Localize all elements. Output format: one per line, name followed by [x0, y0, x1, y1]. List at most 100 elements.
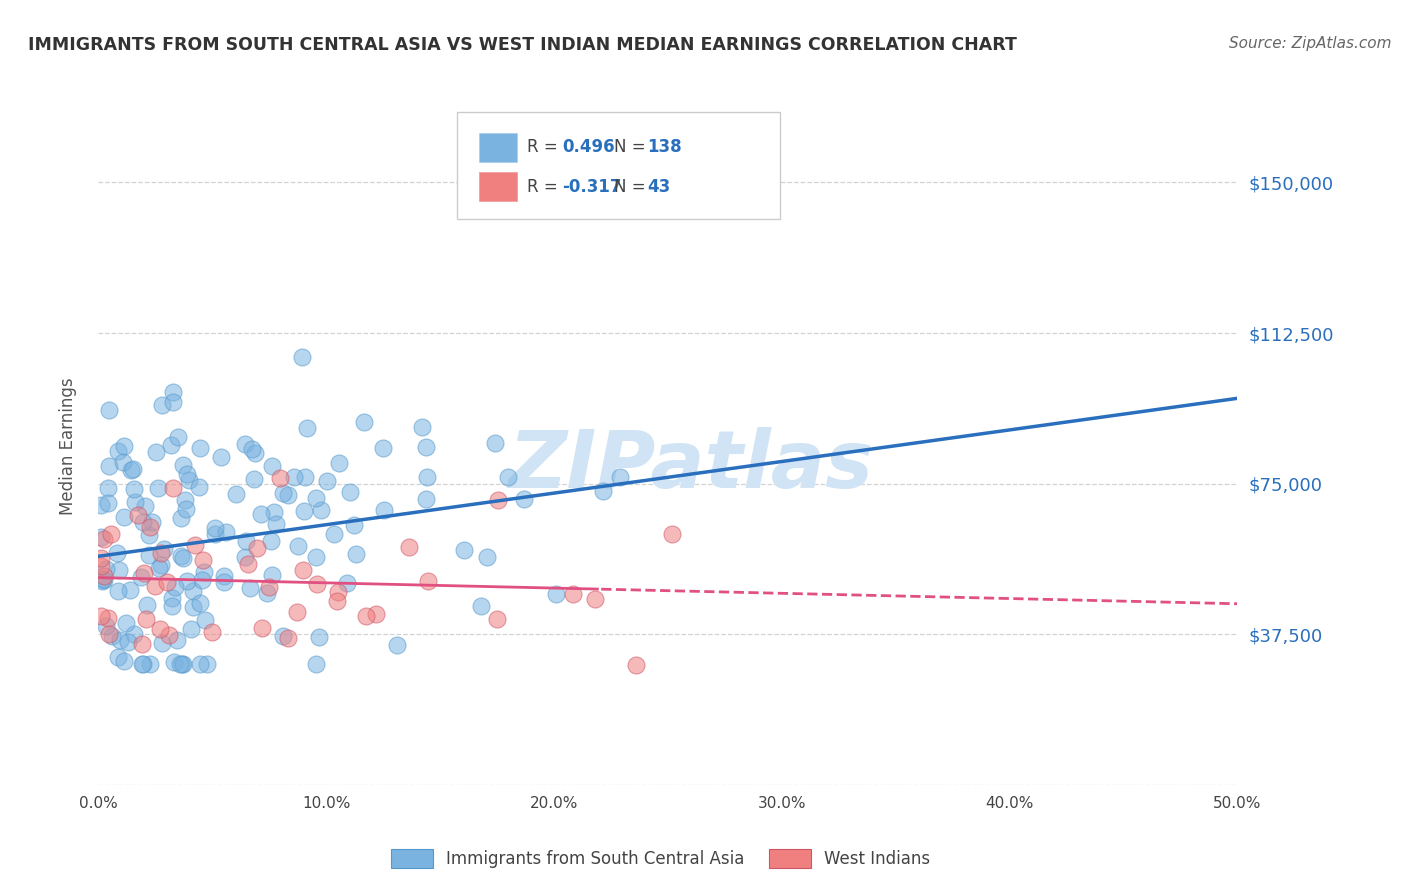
Point — [373, 503, 395, 517]
Point — [215, 525, 238, 540]
Point — [184, 538, 207, 552]
Point — [145, 445, 167, 459]
Point — [328, 456, 350, 470]
Point — [562, 587, 585, 601]
Point — [583, 592, 606, 607]
Point — [117, 635, 139, 649]
Point — [238, 581, 260, 595]
Point — [150, 398, 173, 412]
Point — [120, 463, 142, 477]
Point — [418, 574, 440, 589]
Point — [233, 436, 256, 450]
Point — [339, 485, 361, 500]
Point — [90, 608, 112, 623]
Point — [309, 503, 332, 517]
Point — [188, 657, 211, 672]
Point — [114, 615, 136, 630]
Point — [131, 657, 153, 672]
Point — [90, 530, 112, 544]
Point — [238, 557, 260, 571]
Point — [496, 470, 519, 484]
Point — [285, 605, 308, 619]
Point — [260, 567, 283, 582]
Point — [166, 632, 188, 647]
Point — [307, 577, 329, 591]
Point — [155, 575, 177, 590]
Point — [94, 619, 117, 633]
Point — [163, 655, 186, 669]
Point — [93, 569, 115, 583]
Point — [153, 541, 176, 556]
Point — [201, 625, 224, 640]
Point — [122, 626, 145, 640]
Point — [193, 565, 215, 579]
Point — [204, 527, 226, 541]
Point — [167, 430, 190, 444]
Point — [305, 657, 328, 672]
Point — [287, 539, 309, 553]
Point — [295, 421, 318, 435]
Point — [90, 498, 112, 512]
Point — [170, 549, 193, 563]
Point — [246, 541, 269, 555]
Text: 0.496: 0.496 — [562, 138, 614, 156]
Point — [91, 572, 114, 586]
Point — [97, 611, 120, 625]
Point — [336, 576, 359, 591]
Point — [157, 628, 180, 642]
Point — [146, 481, 169, 495]
Point — [172, 657, 194, 672]
Text: ZIPatlas: ZIPatlas — [508, 427, 873, 506]
Point — [260, 534, 283, 549]
Point — [305, 549, 328, 564]
Point — [609, 469, 631, 483]
Y-axis label: Median Earnings: Median Earnings — [59, 377, 77, 515]
Point — [292, 504, 315, 518]
Point — [269, 471, 291, 485]
Point — [486, 493, 509, 508]
Point — [107, 444, 129, 458]
Point — [179, 474, 201, 488]
Point — [484, 435, 506, 450]
Point — [132, 566, 155, 580]
Point — [626, 658, 648, 673]
Point — [162, 394, 184, 409]
Point — [136, 599, 159, 613]
Point — [131, 637, 153, 651]
Text: -0.317: -0.317 — [562, 178, 621, 195]
Point — [181, 599, 204, 614]
Point — [160, 438, 183, 452]
Point — [344, 547, 367, 561]
Point — [112, 509, 135, 524]
Point — [283, 470, 305, 484]
Point — [107, 583, 129, 598]
Point — [191, 553, 214, 567]
Point — [100, 527, 122, 541]
Point — [250, 621, 273, 635]
Point — [212, 569, 235, 583]
Point — [176, 574, 198, 588]
Point — [194, 614, 217, 628]
Point — [124, 494, 146, 508]
Point — [118, 583, 141, 598]
Point — [112, 454, 135, 468]
Point — [97, 496, 120, 510]
Point — [90, 574, 112, 588]
Point — [212, 574, 235, 589]
Point — [188, 596, 211, 610]
Point — [256, 586, 278, 600]
Point — [294, 470, 316, 484]
Point — [172, 458, 194, 472]
Point — [139, 519, 162, 533]
Point — [129, 570, 152, 584]
Point — [172, 550, 194, 565]
Point — [325, 594, 347, 608]
Point — [235, 534, 257, 549]
Point — [257, 580, 280, 594]
Point — [163, 580, 186, 594]
Point — [150, 636, 173, 650]
Point — [512, 492, 534, 507]
Point — [225, 487, 247, 501]
Point — [107, 563, 129, 577]
Text: N =: N = — [614, 178, 651, 195]
